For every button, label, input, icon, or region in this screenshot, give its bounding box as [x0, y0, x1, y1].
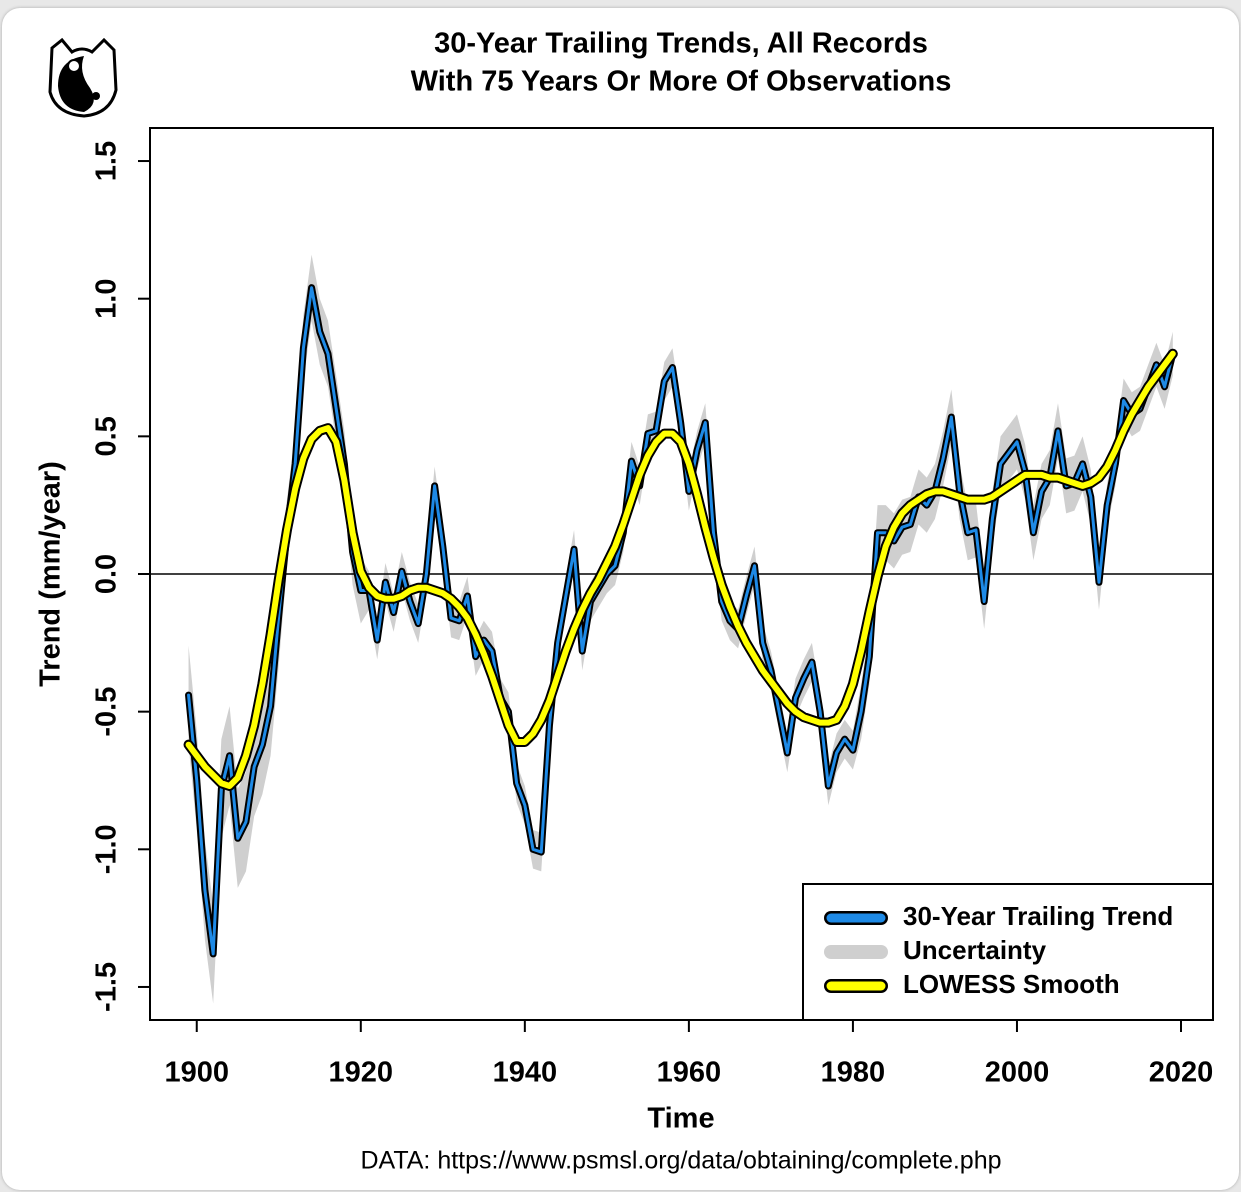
x-tick-label: 1940 [493, 1057, 558, 1089]
x-tick-label: 2020 [1149, 1057, 1214, 1089]
x-tick-label: 2000 [985, 1057, 1050, 1089]
series-line [185, 284, 1177, 958]
y-tick-label: -1.0 [91, 824, 123, 874]
chart-title: With 75 Years Or More Of Observations [411, 66, 952, 98]
series-line [183, 348, 1178, 791]
y-tick-label: 0.0 [91, 554, 123, 594]
y-tick-label: -1.5 [91, 962, 123, 1012]
x-tick-label: 1900 [164, 1057, 229, 1089]
x-tick-label: 1920 [329, 1057, 394, 1089]
line-2 [185, 350, 1176, 789]
y-axis-label: Trend (mm/year) [35, 461, 67, 687]
y-tick-label: 1.5 [91, 141, 123, 181]
x-tick-label: 1980 [821, 1057, 886, 1089]
chart-title: 30-Year Trailing Trends, All Records [434, 28, 928, 60]
x-tick-label: 1960 [657, 1057, 722, 1089]
y-tick-label: 0.5 [91, 416, 123, 456]
x-axis-label: Time [647, 1103, 714, 1135]
source: DATA: https://www.psmsl.org/data/obtaini… [360, 1147, 1001, 1175]
legend-label: Uncertainty [903, 935, 1047, 965]
y-tick-label: 1.0 [91, 279, 123, 319]
legend-label: LOWESS Smooth [903, 969, 1120, 999]
plot-frame [149, 127, 1214, 1021]
y-tick-label: -0.5 [91, 687, 123, 737]
legend-label: 30-Year Trailing Trend [903, 901, 1173, 931]
line-0 [185, 284, 1177, 958]
logo [48, 37, 118, 118]
